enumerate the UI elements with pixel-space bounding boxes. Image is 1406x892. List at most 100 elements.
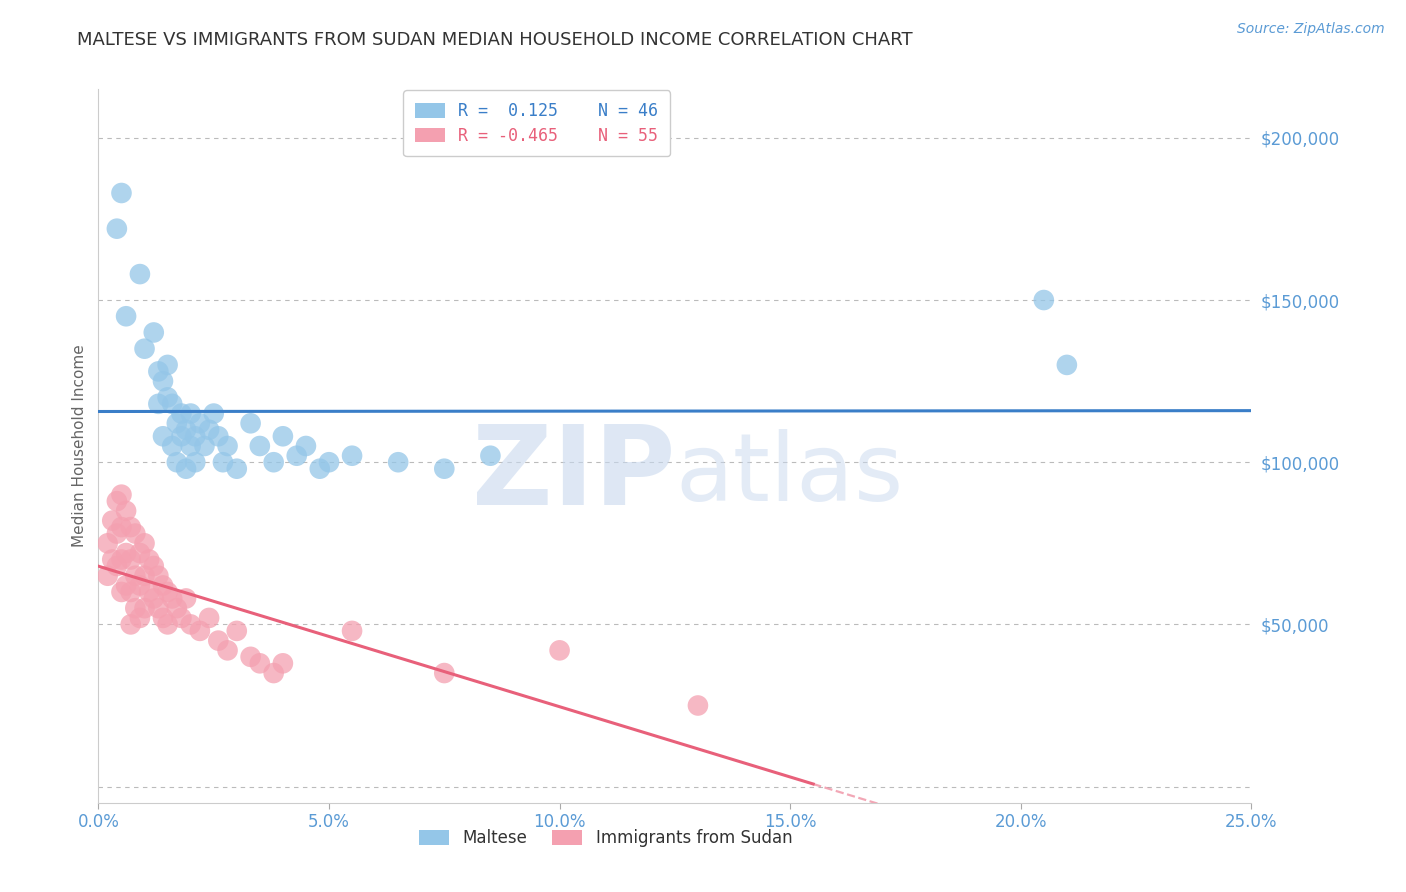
Point	[110, 488, 132, 502]
Text: atlas: atlas	[675, 428, 903, 521]
Y-axis label: Median Household Income: Median Household Income	[72, 344, 87, 548]
Point	[134, 536, 156, 550]
Point	[308, 461, 330, 475]
Point	[156, 617, 179, 632]
Point	[160, 397, 183, 411]
Point	[110, 520, 132, 534]
Point	[152, 374, 174, 388]
Point	[387, 455, 409, 469]
Point	[479, 449, 502, 463]
Point	[110, 552, 132, 566]
Point	[271, 657, 294, 671]
Point	[115, 578, 138, 592]
Point	[115, 310, 138, 324]
Point	[129, 546, 152, 560]
Point	[239, 649, 262, 664]
Point	[263, 455, 285, 469]
Point	[142, 559, 165, 574]
Point	[184, 429, 207, 443]
Point	[166, 417, 188, 431]
Point	[217, 439, 239, 453]
Point	[160, 591, 183, 606]
Point	[134, 568, 156, 582]
Point	[548, 643, 571, 657]
Point	[124, 568, 146, 582]
Point	[97, 536, 120, 550]
Point	[249, 657, 271, 671]
Point	[198, 423, 221, 437]
Point	[249, 439, 271, 453]
Point	[166, 455, 188, 469]
Point	[174, 591, 197, 606]
Point	[180, 407, 202, 421]
Point	[129, 611, 152, 625]
Legend: Maltese, Immigrants from Sudan: Maltese, Immigrants from Sudan	[411, 821, 800, 855]
Point	[110, 585, 132, 599]
Point	[174, 423, 197, 437]
Point	[318, 455, 340, 469]
Point	[120, 520, 142, 534]
Point	[115, 504, 138, 518]
Point	[142, 326, 165, 340]
Point	[148, 364, 170, 378]
Point	[124, 526, 146, 541]
Point	[170, 429, 193, 443]
Point	[124, 601, 146, 615]
Point	[225, 624, 247, 638]
Point	[152, 611, 174, 625]
Point	[105, 526, 128, 541]
Point	[148, 601, 170, 615]
Text: MALTESE VS IMMIGRANTS FROM SUDAN MEDIAN HOUSEHOLD INCOME CORRELATION CHART: MALTESE VS IMMIGRANTS FROM SUDAN MEDIAN …	[77, 31, 912, 49]
Point	[134, 342, 156, 356]
Point	[1056, 358, 1078, 372]
Point	[105, 221, 128, 235]
Point	[166, 601, 188, 615]
Point	[97, 568, 120, 582]
Point	[156, 390, 179, 404]
Point	[170, 611, 193, 625]
Point	[202, 407, 225, 421]
Point	[148, 568, 170, 582]
Point	[180, 617, 202, 632]
Point	[225, 461, 247, 475]
Point	[170, 407, 193, 421]
Point	[193, 439, 215, 453]
Point	[295, 439, 318, 453]
Point	[152, 429, 174, 443]
Point	[184, 455, 207, 469]
Point	[160, 439, 183, 453]
Point	[340, 624, 363, 638]
Point	[433, 461, 456, 475]
Point	[433, 666, 456, 681]
Point	[138, 585, 160, 599]
Point	[156, 585, 179, 599]
Point	[105, 559, 128, 574]
Point	[120, 585, 142, 599]
Point	[115, 546, 138, 560]
Point	[1032, 293, 1054, 307]
Point	[101, 514, 124, 528]
Point	[239, 417, 262, 431]
Point	[110, 186, 132, 200]
Point	[120, 552, 142, 566]
Point	[138, 552, 160, 566]
Point	[129, 578, 152, 592]
Point	[105, 494, 128, 508]
Point	[188, 624, 211, 638]
Point	[174, 461, 197, 475]
Text: ZIP: ZIP	[471, 421, 675, 528]
Point	[156, 358, 179, 372]
Point	[263, 666, 285, 681]
Point	[148, 397, 170, 411]
Point	[152, 578, 174, 592]
Point	[207, 633, 229, 648]
Point	[120, 617, 142, 632]
Point	[129, 267, 152, 281]
Point	[212, 455, 235, 469]
Point	[198, 611, 221, 625]
Point	[340, 449, 363, 463]
Point	[188, 417, 211, 431]
Point	[217, 643, 239, 657]
Point	[134, 601, 156, 615]
Point	[207, 429, 229, 443]
